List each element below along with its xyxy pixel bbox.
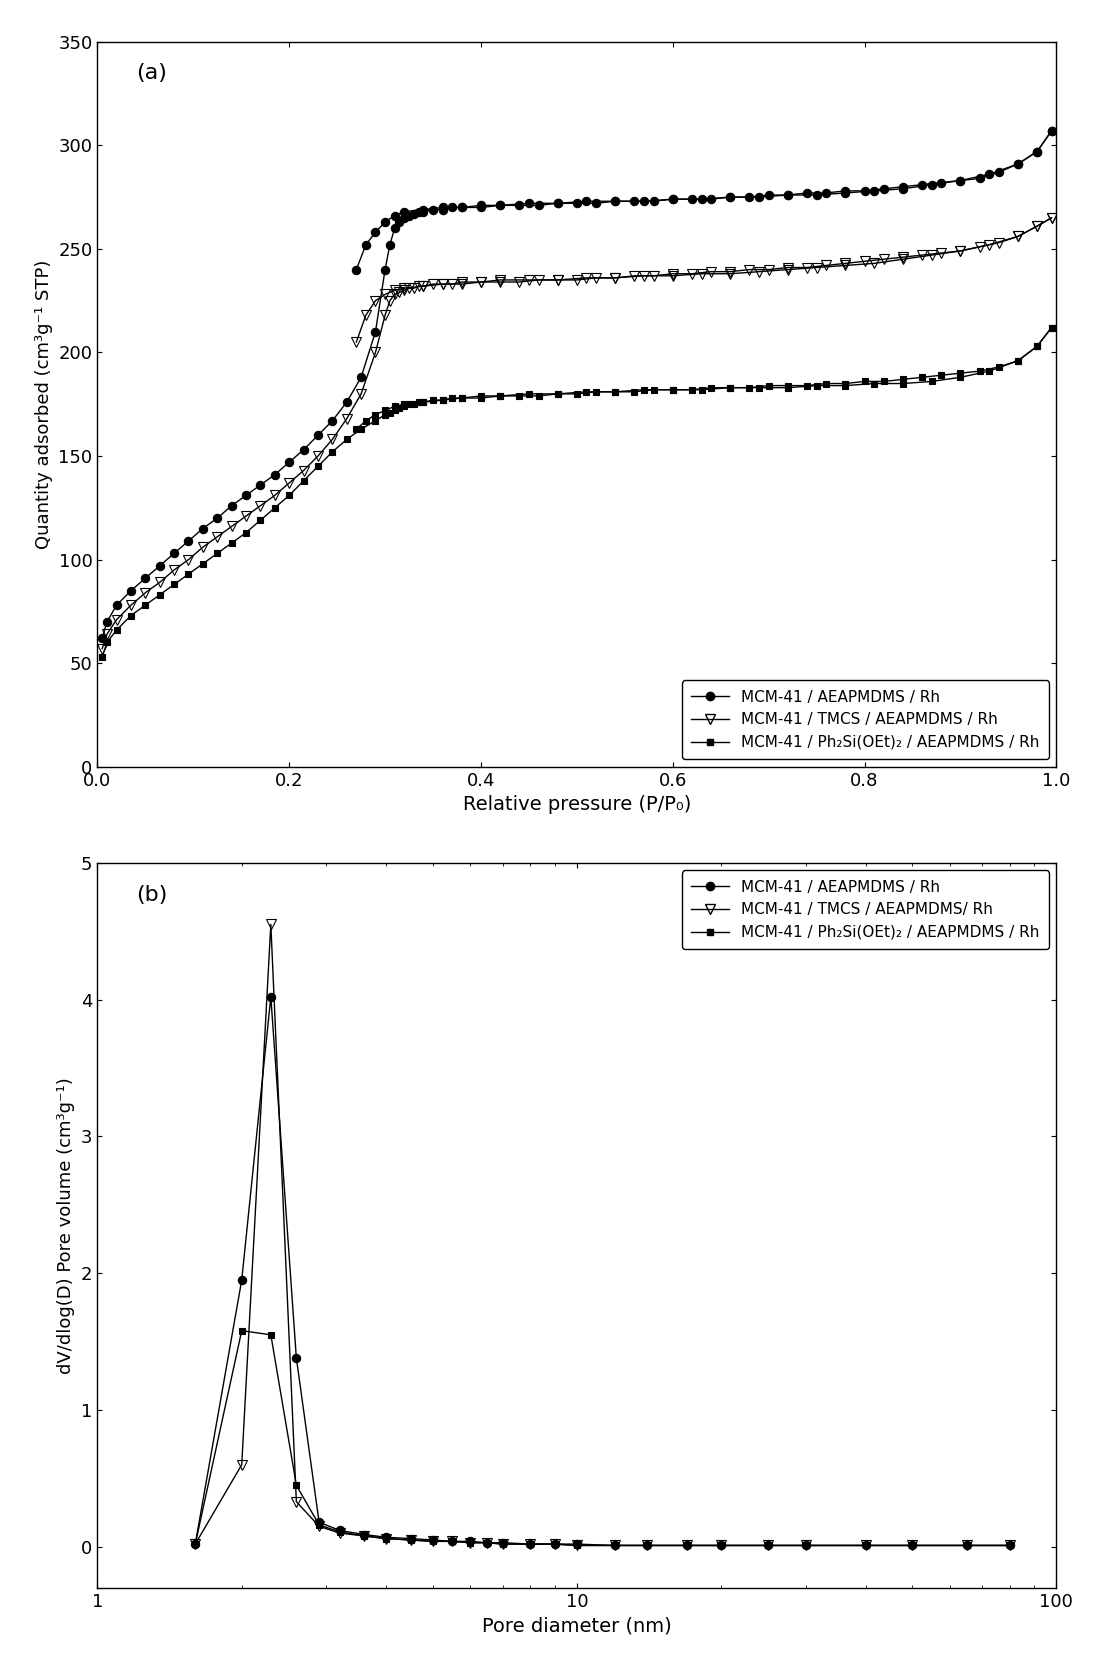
Legend: MCM-41 / AEAPMDMS / Rh, MCM-41 / TMCS / AEAPMDMS / Rh, MCM-41 / Ph₂Si(OEt)₂ / AE: MCM-41 / AEAPMDMS / Rh, MCM-41 / TMCS / … (681, 680, 1048, 760)
Legend: MCM-41 / AEAPMDMS / Rh, MCM-41 / TMCS / AEAPMDMS/ Rh, MCM-41 / Ph₂Si(OEt)₂ / AEA: MCM-41 / AEAPMDMS / Rh, MCM-41 / TMCS / … (681, 870, 1048, 949)
Y-axis label: Quantity adsorbed (cm³g⁻¹ STP): Quantity adsorbed (cm³g⁻¹ STP) (34, 259, 53, 549)
Text: (a): (a) (136, 63, 166, 84)
X-axis label: Relative pressure (P/P₀): Relative pressure (P/P₀) (463, 795, 691, 815)
Text: (b): (b) (136, 885, 167, 905)
Y-axis label: dV/dlog(D) Pore volume (cm³g⁻¹): dV/dlog(D) Pore volume (cm³g⁻¹) (58, 1077, 75, 1374)
X-axis label: Pore diameter (nm): Pore diameter (nm) (482, 1617, 671, 1635)
